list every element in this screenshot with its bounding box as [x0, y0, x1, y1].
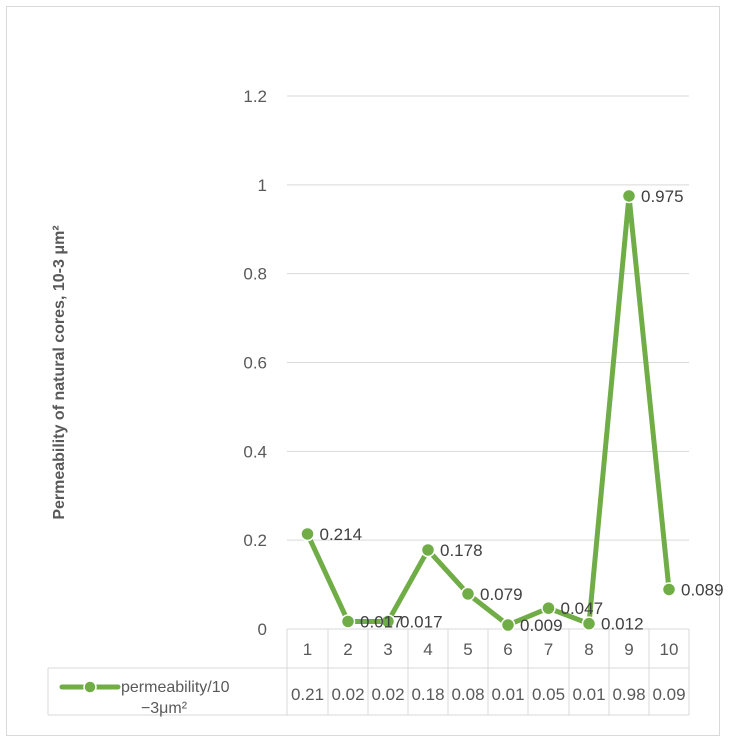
x-tick-label: 8 — [584, 640, 593, 659]
data-label: 0.017 — [400, 612, 443, 631]
x-tick-label: 3 — [383, 640, 392, 659]
table-value-cell: 0.09 — [652, 685, 685, 704]
data-label: 0.178 — [440, 541, 483, 560]
x-tick-label: 4 — [423, 640, 432, 659]
x-tick-label: 2 — [343, 640, 352, 659]
y-tick-label: 0 — [258, 620, 267, 639]
table-value-cell: 0.08 — [451, 685, 484, 704]
x-tick-label: 10 — [660, 640, 679, 659]
x-tick-label: 7 — [544, 640, 553, 659]
table-value-cell: 0.02 — [331, 685, 364, 704]
data-point — [621, 188, 637, 204]
data-label: 0.012 — [601, 615, 644, 634]
table-value-cell: 0.02 — [371, 685, 404, 704]
legend-series-name-line1: permeability/10 — [121, 679, 230, 696]
data-label: 0.047 — [561, 599, 604, 618]
table-value-cell: 0.05 — [532, 685, 565, 704]
data-point — [661, 582, 677, 597]
data-point — [500, 617, 516, 633]
y-tick-label: 1.2 — [243, 87, 267, 106]
data-label: 0.009 — [520, 616, 563, 635]
y-tick-label: 0.6 — [243, 354, 267, 373]
data-point — [541, 600, 556, 616]
chart-frame — [6, 6, 720, 736]
table-value-cell: 0.01 — [491, 685, 524, 704]
data-point — [581, 616, 597, 631]
data-point — [300, 526, 315, 542]
data-point — [460, 586, 476, 602]
y-tick-label: 0.2 — [243, 531, 267, 550]
y-tick-label: 0.8 — [243, 265, 267, 284]
data-label: 0.017 — [360, 612, 403, 631]
x-tick-label: 6 — [503, 640, 512, 659]
table-value-cell: 0.18 — [411, 685, 444, 704]
data-label: 0.975 — [641, 187, 684, 206]
data-point — [380, 614, 396, 629]
data-label: 0.214 — [320, 525, 363, 544]
data-label: 0.079 — [480, 585, 523, 604]
x-tick-label: 5 — [463, 640, 472, 659]
data-point — [340, 614, 356, 629]
legend-marker-swatch — [83, 680, 97, 694]
y-tick-label: 1 — [258, 176, 267, 195]
table-value-cell: 0.21 — [291, 685, 324, 704]
y-axis-title: Permeability of natural cores, 10-3 μm² — [51, 225, 68, 519]
x-tick-label: 1 — [303, 640, 312, 659]
y-tick-label: 0.4 — [243, 442, 267, 461]
x-tick-label: 9 — [624, 640, 633, 659]
data-point — [420, 542, 436, 558]
table-value-cell: 0.98 — [612, 685, 645, 704]
series-line — [305, 193, 672, 628]
data-label: 0.089 — [681, 580, 724, 599]
legend-series-name-line2: −3μm² — [141, 700, 188, 717]
table-value-cell: 0.01 — [572, 685, 605, 704]
